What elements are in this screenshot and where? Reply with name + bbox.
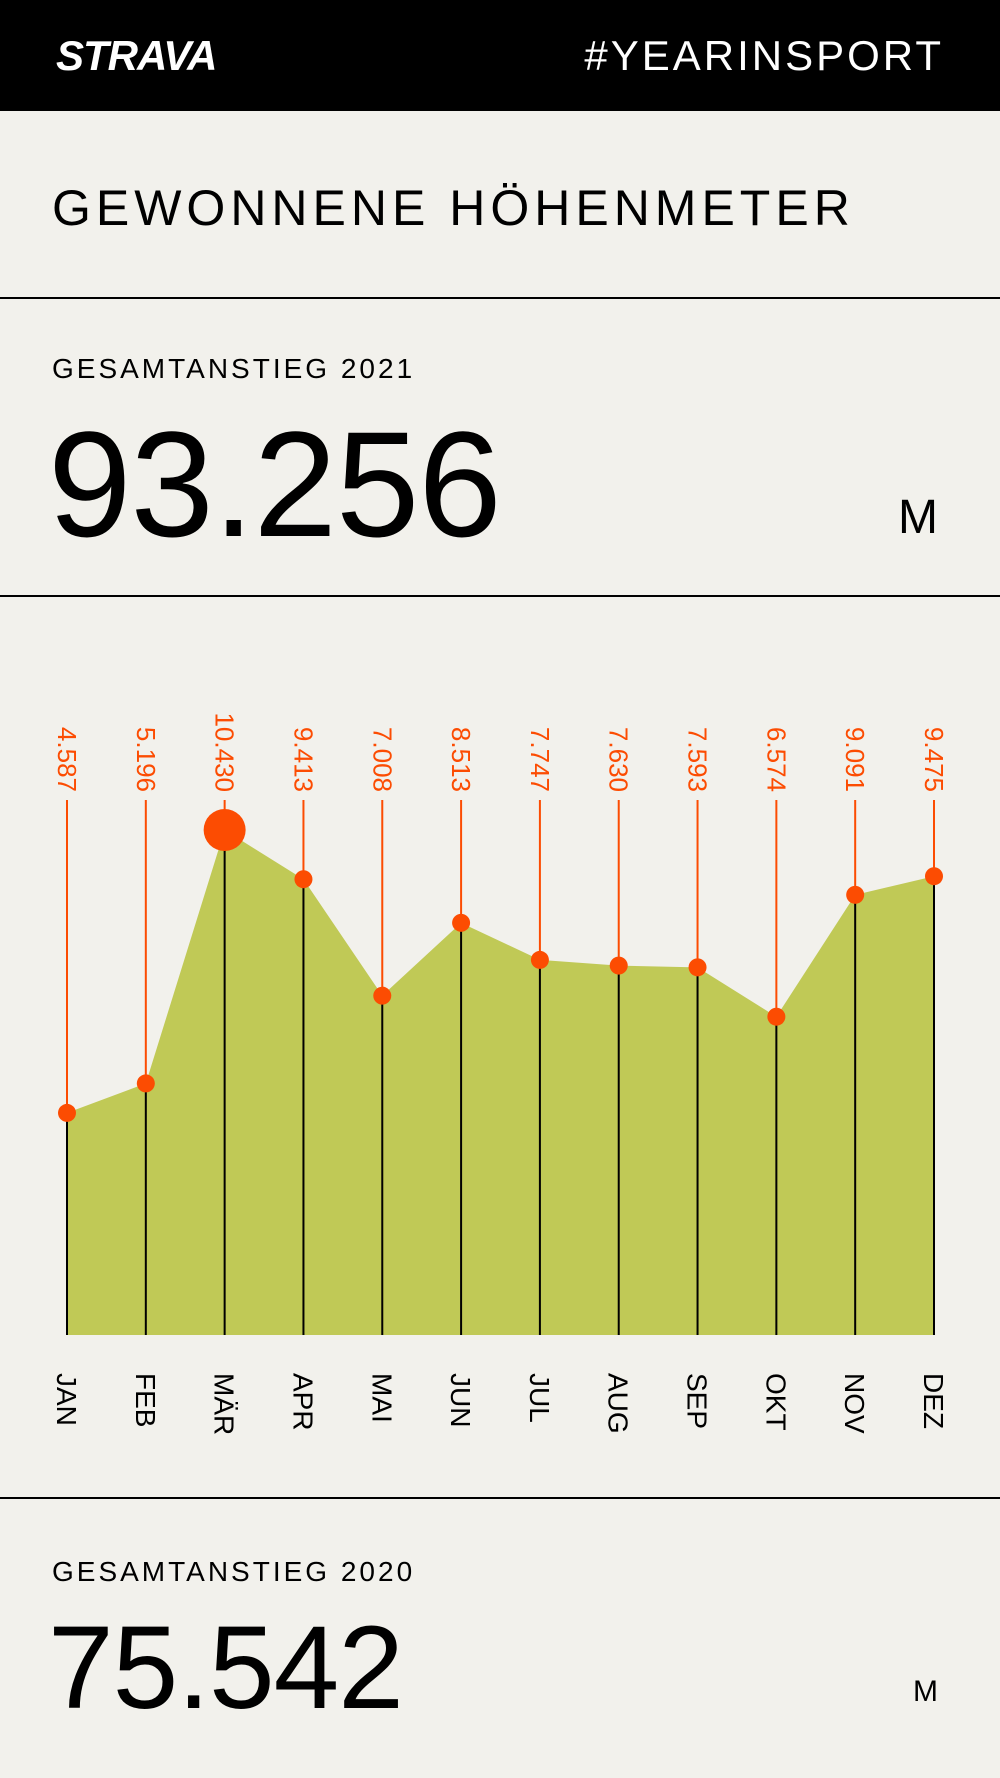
month-label: JUL [524,1373,555,1423]
divider [0,595,1000,597]
elevation-area [67,830,934,1335]
month-label: FEB [130,1373,161,1427]
value-label: 5.196 [131,727,161,792]
month-label: DEZ [918,1373,949,1429]
value-label: 9.413 [288,727,318,792]
data-point [136,1074,155,1093]
strava-logo: STRAVA [56,32,217,79]
divider [0,297,1000,299]
stat-2021-unit: M [898,491,938,544]
month-label: AUG [603,1373,634,1434]
value-label: 8.513 [446,727,476,792]
month-label: SEP [682,1373,713,1429]
data-point [609,956,628,975]
stat-2021-value: 93.256 [48,400,502,568]
data-point [294,870,313,889]
value-label: 9.475 [919,727,949,792]
stat-2020-unit: M [913,1675,938,1708]
month-label: MAI [366,1373,397,1423]
value-label: 7.008 [367,727,397,792]
data-point [846,885,865,904]
month-label: MÄR [209,1373,240,1435]
month-label: APR [287,1373,318,1431]
hashtag: #YEARINSPORT [584,32,944,79]
value-label: 4.587 [52,727,82,792]
stat-2021-label: GESAMTANSTIEG 2021 [52,353,416,384]
value-label: 7.630 [604,727,634,792]
header-bar: STRAVA #YEARINSPORT [0,0,1000,111]
elevation-chart: 4.587 JAN 5.196 FEB 10.430 MÄR 9.413 APR 7.008 MA… [51,712,949,1435]
value-label: 7.593 [683,727,713,792]
month-label: NOV [839,1373,870,1434]
stat-2020-value: 75.542 [48,1602,404,1734]
month-label: OKT [760,1373,791,1431]
data-point [688,958,707,977]
page-title: GEWONNENE HÖHENMETER [52,180,855,236]
divider [0,1497,1000,1499]
value-label: 9.091 [840,727,870,792]
data-point [373,986,392,1005]
month-label: JAN [51,1373,82,1426]
stat-2020-label: GESAMTANSTIEG 2020 [52,1556,416,1587]
data-point [925,867,943,886]
value-label: 6.574 [761,727,791,792]
data-point [58,1103,76,1122]
max-point [203,809,246,851]
data-point [452,913,471,932]
value-label: 10.430 [210,712,240,792]
data-point [530,950,549,969]
value-label: 7.747 [525,727,555,792]
data-point [767,1007,786,1026]
month-label: JUN [445,1373,476,1427]
